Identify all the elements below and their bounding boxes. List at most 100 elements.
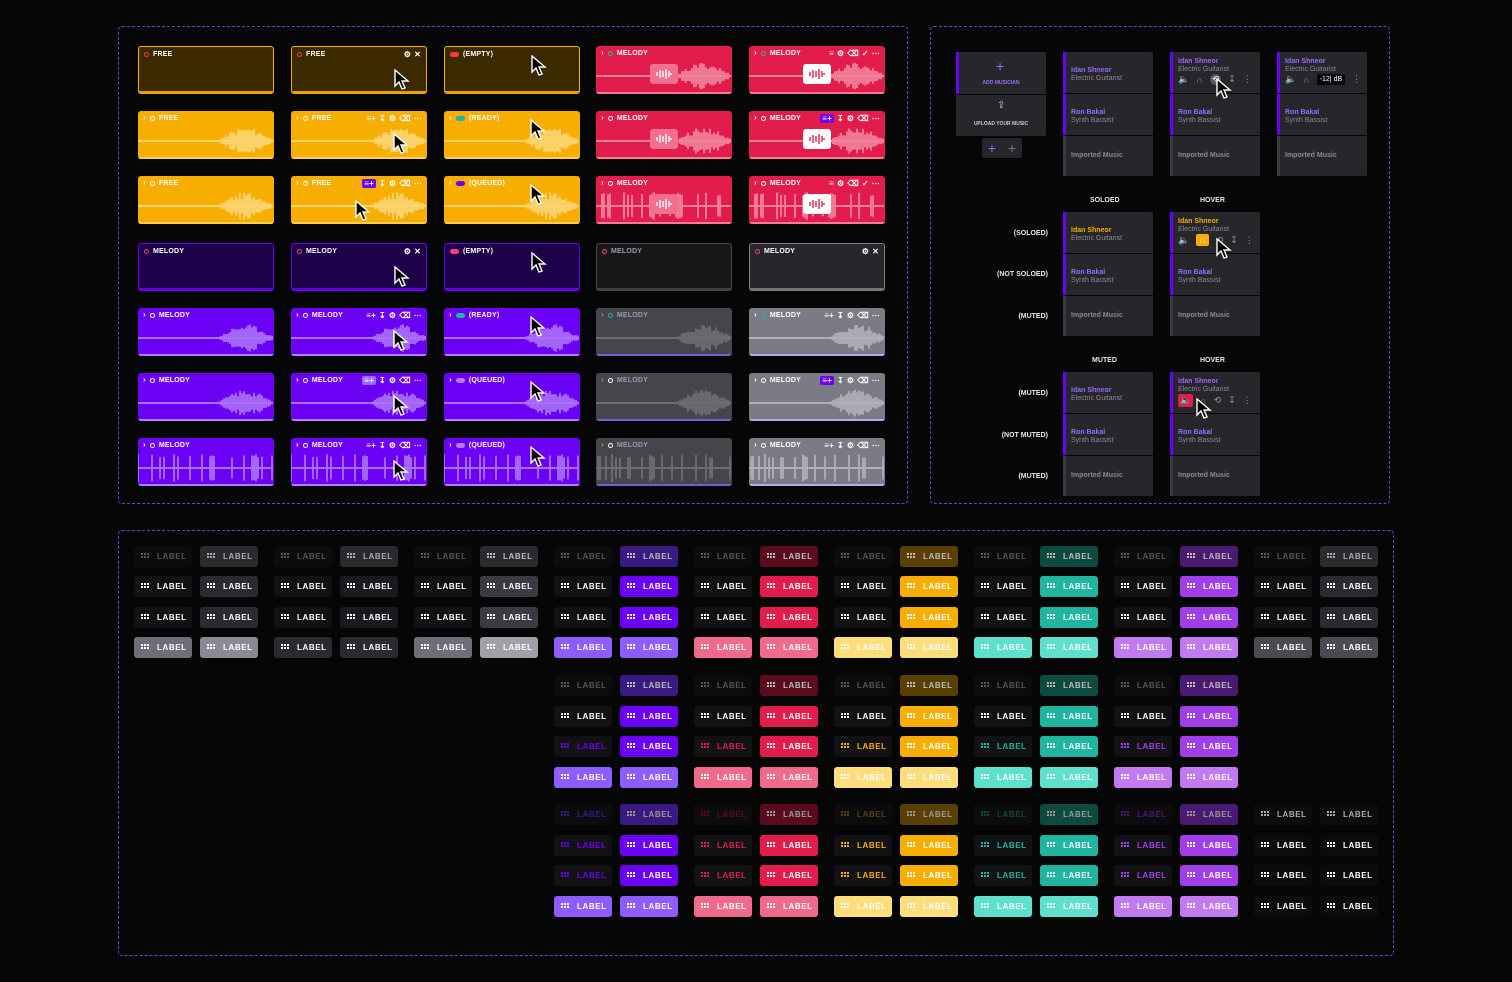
label-tag-button[interactable]: LABEL [974,637,1032,658]
label-tag-button[interactable]: LABEL [554,835,612,856]
track-row[interactable]: Idan Shneor Electric Guitarist [1063,372,1153,413]
expand-chevron-icon[interactable]: › [143,440,146,449]
label-tag-button[interactable]: LABEL [900,706,958,727]
label-tag-button[interactable]: LABEL [974,804,1032,825]
label-tag-button[interactable]: LABEL [1254,637,1312,658]
track-row[interactable]: Idan Shneor Electric Guitarist 🔈 ∩ ⟲ ↧ ⋮ [1170,372,1260,413]
waveform-add-icon[interactable]: ≡+ [824,440,834,450]
waveform-add-icon[interactable]: ≡ [829,48,834,58]
expand-chevron-icon[interactable]: › [601,48,604,57]
audio-wave-button[interactable] [803,194,831,214]
label-tag-button[interactable]: LABEL [974,865,1032,886]
label-tag-button[interactable]: LABEL [900,607,958,628]
label-tag-button[interactable]: LABEL [554,576,612,597]
delete-icon[interactable]: ⌫ [857,440,869,450]
expand-chevron-icon[interactable]: › [754,113,757,122]
track-row[interactable]: Idan Shneor Electric Guitarist 🔈 ∩ ⟲ ↧ ⋮ [1170,52,1260,93]
clip-melody[interactable]: MELODY ⚙ ✕ [291,243,427,291]
label-tag-button[interactable]: LABEL [1040,546,1098,567]
settings-icon[interactable]: ⚙ [403,246,412,256]
label-tag-button[interactable]: LABEL [1320,835,1378,856]
clip-melody[interactable]: MELODY [138,243,274,291]
mute-speaker-icon[interactable]: 🔈 [1178,74,1190,84]
clip-melody[interactable]: › MELODY ≡+ ↧ ⚙ ⌫ ⋯ [749,308,885,356]
label-tag-button[interactable]: LABEL [414,607,472,628]
loop-icon[interactable]: ⟲ [1213,395,1222,405]
label-tag-button[interactable]: LABEL [694,896,752,917]
label-tag-button[interactable]: LABEL [1040,804,1098,825]
clip-melody[interactable]: MELODY ⚙ ✕ [749,243,885,291]
label-tag-button[interactable]: LABEL [694,546,752,567]
headphones-solo-icon[interactable]: ∩ [1196,234,1209,246]
clip-queued[interactable]: › (QUEUED) [444,373,580,421]
label-tag-button[interactable]: LABEL [900,835,958,856]
expand-chevron-icon[interactable]: › [296,178,299,187]
label-tag-button[interactable]: LABEL [1114,576,1172,597]
label-tag-button[interactable]: LABEL [760,865,818,886]
label-tag-button[interactable]: LABEL [620,865,678,886]
clip-melody[interactable]: › MELODY [596,46,732,94]
more-icon[interactable]: ⋯ [413,113,422,123]
label-tag-button[interactable]: LABEL [1180,607,1238,628]
label-tag-button[interactable]: LABEL [1180,804,1238,825]
delete-icon[interactable]: ⌫ [857,375,869,385]
download-icon[interactable]: ↧ [379,178,386,188]
label-tag-button[interactable]: LABEL [1040,835,1098,856]
label-tag-button[interactable]: LABEL [1254,546,1312,567]
label-tag-button[interactable]: LABEL [694,804,752,825]
more-vertical-icon[interactable]: ⋮ [1244,234,1254,245]
delete-icon[interactable]: ⌫ [399,440,411,450]
label-tag-button[interactable]: LABEL [554,706,612,727]
label-tag-button[interactable]: LABEL [480,546,538,567]
clip-free[interactable]: › FREE ≡+ ↧ ⚙ ⌫ ⋯ [291,176,427,224]
label-tag-button[interactable]: LABEL [694,576,752,597]
label-tag-button[interactable]: LABEL [1180,546,1238,567]
label-tag-button[interactable]: LABEL [834,675,892,696]
label-tag-button[interactable]: LABEL [1320,576,1378,597]
expand-chevron-icon[interactable]: › [601,310,604,319]
clip-melody[interactable]: › MELODY ≡+ ↧ ⚙ ⌫ ⋯ [291,373,427,421]
delete-icon[interactable]: ⌫ [399,178,411,188]
clip-melody[interactable]: MELODY [596,243,732,291]
audio-wave-button[interactable] [650,129,678,149]
settings-icon[interactable]: ⚙ [388,113,397,123]
track-row[interactable]: Ron Bakal Synth Bassist [1063,94,1153,135]
clip-melody[interactable]: › MELODY ≡+ ↧ ⚙ ⌫ ⋯ [749,111,885,159]
label-tag-button[interactable]: LABEL [554,804,612,825]
label-tag-button[interactable]: LABEL [694,607,752,628]
label-tag-button[interactable]: LABEL [200,546,258,567]
label-tag-button[interactable]: LABEL [620,767,678,788]
label-tag-button[interactable]: LABEL [1114,767,1172,788]
settings-icon[interactable]: ⚙ [846,113,855,123]
more-icon[interactable]: ⋯ [413,310,422,320]
clip-melody[interactable]: › MELODY [596,176,732,224]
clip-queued[interactable]: › (QUEUED) [444,176,580,224]
waveform-add-icon[interactable]: ≡+ [362,375,376,385]
expand-chevron-icon[interactable]: › [754,310,757,319]
label-tag-button[interactable]: LABEL [1114,675,1172,696]
label-tag-button[interactable]: LABEL [620,607,678,628]
expand-chevron-icon[interactable]: › [296,113,299,122]
more-icon[interactable]: ⋯ [871,440,880,450]
label-tag-button[interactable]: LABEL [1180,675,1238,696]
track-row[interactable]: Imported Music [1170,296,1260,336]
audio-wave-button[interactable] [650,194,678,214]
clip-melody[interactable]: › MELODY ≡+ ↧ ⚙ ⌫ ⋯ [291,308,427,356]
clip-melody[interactable]: › MELODY [596,373,732,421]
label-tag-button[interactable]: LABEL [620,736,678,757]
clip-ready[interactable]: › (READY) [444,111,580,159]
expand-chevron-icon[interactable]: › [143,310,146,319]
download-icon[interactable]: ↧ [837,310,844,320]
label-tag-button[interactable]: LABEL [974,896,1032,917]
expand-chevron-icon[interactable]: › [449,113,452,122]
headphones-solo-icon[interactable]: ∩ [1200,395,1207,406]
label-tag-button[interactable]: LABEL [1320,607,1378,628]
download-icon[interactable]: ↧ [1228,395,1236,405]
track-row[interactable]: Imported Music [1063,136,1153,176]
label-tag-button[interactable]: LABEL [1254,835,1312,856]
download-icon[interactable]: ↧ [1230,234,1238,245]
track-row[interactable]: Imported Music [1063,296,1153,336]
label-tag-button[interactable]: LABEL [974,546,1032,567]
label-tag-button[interactable]: LABEL [1320,546,1378,567]
label-tag-button[interactable]: LABEL [974,576,1032,597]
